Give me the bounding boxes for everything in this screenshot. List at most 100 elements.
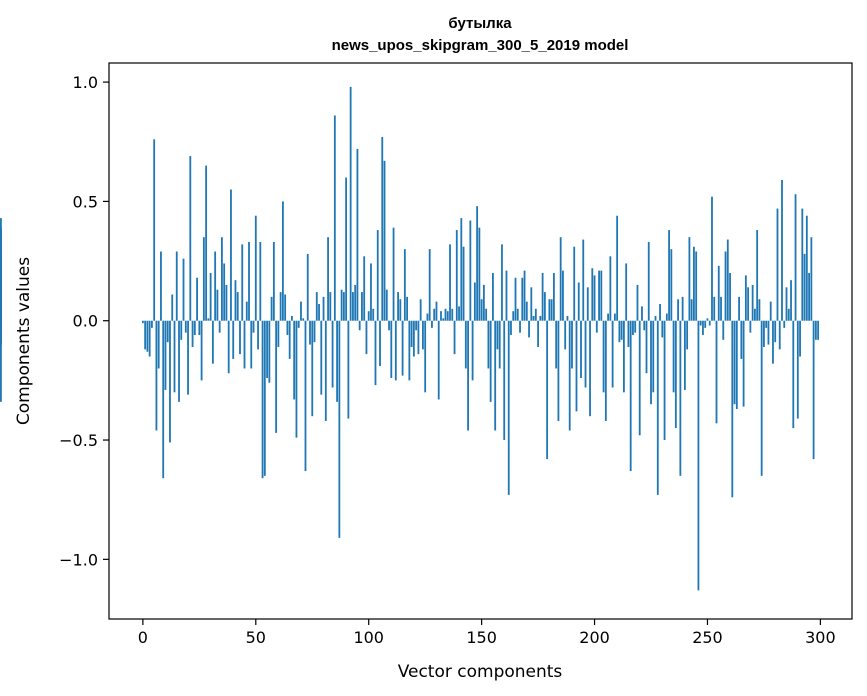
bar [580,320,582,378]
bar [534,308,537,321]
bar [148,320,151,357]
bar [747,287,750,321]
bar [275,320,278,433]
bar [453,320,456,355]
bar [376,230,379,321]
bar [805,215,808,321]
bar [643,320,646,331]
bar [381,136,384,321]
bar [342,292,345,321]
bar [636,284,639,321]
bar [595,320,598,333]
bar [347,320,350,419]
bar [758,299,761,321]
bar [523,270,526,321]
bar [467,320,469,431]
bar [769,301,772,321]
bar [295,320,298,438]
bar [670,249,673,321]
bar [751,284,754,321]
bar [711,196,713,321]
bar [794,194,797,321]
bar [720,296,722,321]
bar [324,320,327,421]
bar [340,289,343,321]
bar [611,320,614,388]
bar [261,320,264,479]
chart-title: бутылка [448,15,512,32]
bar [478,227,481,321]
bar [358,320,361,331]
bar [796,320,799,419]
bar [738,296,740,321]
bar [810,237,813,321]
bar [706,318,709,321]
bar [293,320,296,400]
bar [629,320,632,472]
bar [297,320,300,328]
bar [668,230,670,321]
bar [663,320,666,441]
bar [656,320,659,495]
bar [284,294,287,321]
bar [428,249,431,321]
bar [151,320,153,328]
bar [259,241,262,321]
bar [442,318,445,321]
bar [180,320,183,340]
bar [537,320,539,347]
bar [783,320,786,328]
bar [767,320,770,345]
x-tick-label: 300 [805,628,836,647]
bar [218,320,221,333]
bar [171,294,174,321]
bar [480,299,483,321]
x-tick-label: 200 [579,628,610,647]
bar [415,320,418,331]
bar [383,160,386,321]
bar [243,320,246,369]
y-tick-label: −1.0 [59,550,98,569]
bar [485,308,488,321]
bar [306,253,309,321]
bar [288,320,291,359]
bar [487,320,490,369]
bar [623,320,625,393]
bar [406,296,409,321]
bar [760,320,763,476]
bar [555,320,558,369]
bar [272,241,275,321]
bar [724,251,727,321]
bar [530,287,533,321]
bar [600,270,603,321]
bar [349,86,352,321]
x-axis: 0 50 100 150 200 250 300 [138,619,836,647]
bar [419,299,422,321]
bar [550,299,553,321]
bar [175,251,178,321]
bar [198,320,201,336]
bar [225,284,228,321]
bar [566,315,569,321]
bar [367,311,370,321]
bar [248,241,250,321]
bar [708,320,711,326]
bar [613,313,616,321]
bar [160,251,162,321]
bar [607,313,609,321]
bar [740,320,743,359]
y-tick-label: 1.0 [73,73,98,92]
bar [304,320,307,472]
bar [338,320,341,538]
bar [385,289,388,321]
bar [372,308,375,321]
bar [370,263,372,321]
bar [652,320,655,393]
bar [379,320,381,367]
bar [392,227,395,321]
bar [311,320,314,417]
bar [458,306,460,321]
bar [363,256,366,321]
bar [356,148,359,321]
bar [223,263,226,321]
